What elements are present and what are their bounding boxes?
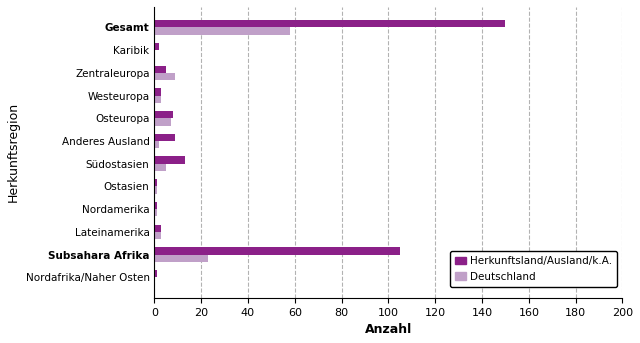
- Bar: [154, 141, 159, 148]
- Bar: [154, 66, 166, 73]
- X-axis label: Anzahl: Anzahl: [365, 323, 412, 336]
- Bar: [154, 225, 161, 232]
- Bar: [154, 202, 157, 209]
- Legend: Herkunftsland/Ausland/k.A., Deutschland: Herkunftsland/Ausland/k.A., Deutschland: [450, 251, 618, 287]
- Bar: [154, 20, 506, 27]
- Bar: [154, 73, 175, 80]
- Bar: [154, 111, 173, 118]
- Bar: [154, 209, 157, 216]
- Bar: [154, 270, 157, 277]
- Bar: [154, 255, 208, 262]
- Bar: [154, 96, 161, 103]
- Bar: [154, 156, 185, 164]
- Bar: [154, 118, 171, 126]
- Bar: [154, 232, 161, 239]
- Bar: [154, 164, 166, 171]
- Bar: [154, 247, 400, 255]
- Y-axis label: Herkunftsregion: Herkunftsregion: [7, 102, 20, 202]
- Bar: [154, 88, 161, 96]
- Bar: [154, 187, 157, 194]
- Bar: [154, 43, 159, 50]
- Bar: [154, 27, 290, 35]
- Bar: [154, 179, 157, 187]
- Bar: [154, 134, 175, 141]
